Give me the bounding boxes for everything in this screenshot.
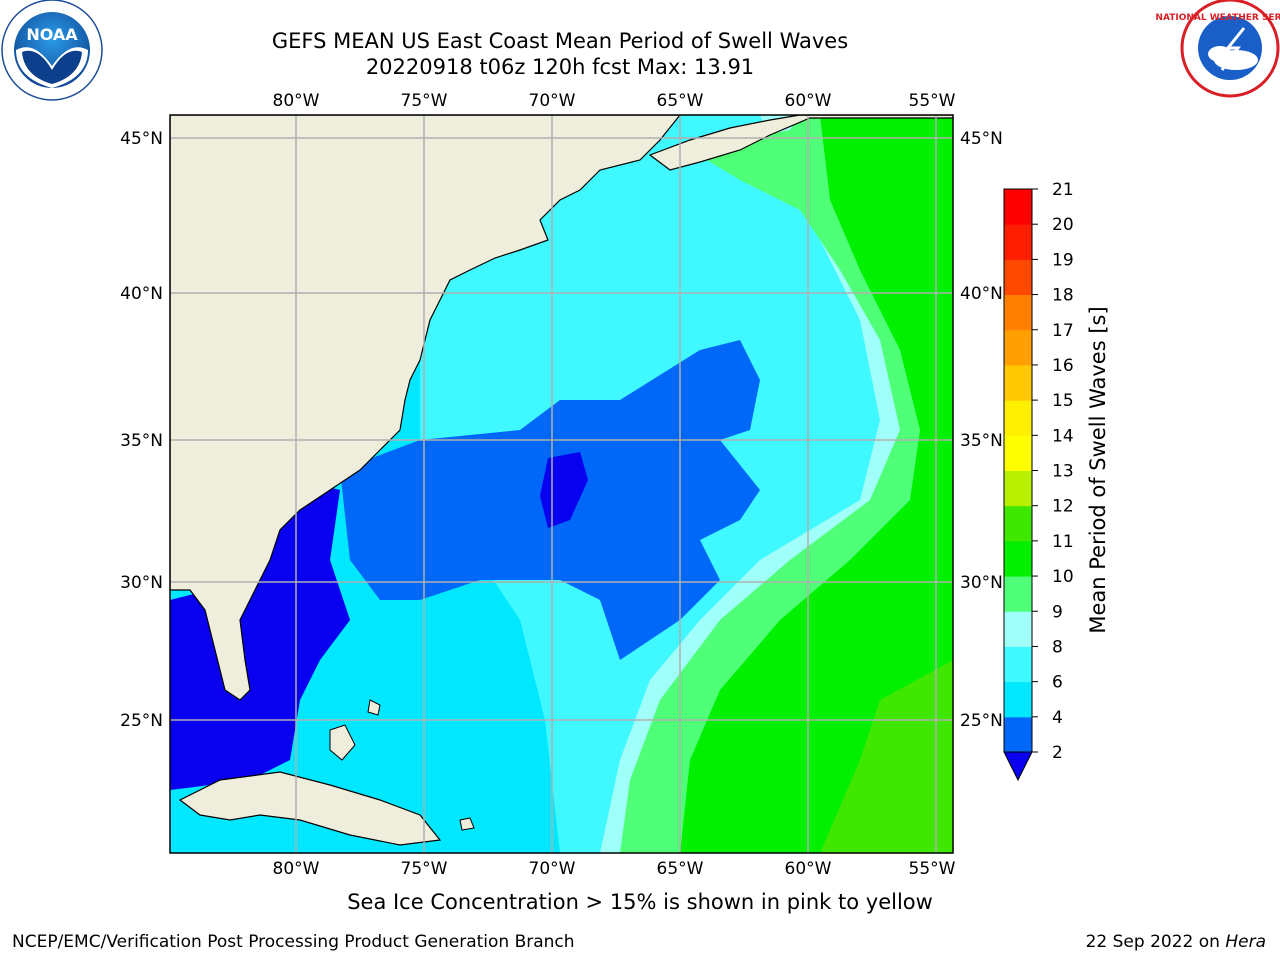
- lon-label-bottom: 60°W: [785, 859, 832, 879]
- footer-date: 22 Sep 2022 on Hera: [1086, 932, 1266, 952]
- colorbar-tick-label: 2: [1052, 743, 1063, 763]
- lat-label-right: 45°N: [960, 129, 1003, 149]
- lon-label-top: 75°W: [401, 91, 448, 111]
- land-north-america: [170, 115, 681, 701]
- colorbar-tick-label: 14: [1052, 426, 1074, 446]
- lon-label-top: 70°W: [529, 91, 576, 111]
- colorbar: 2 4 6 8 9 10 11 12 13 14 15 16 17 18 19 20 21: [1003, 180, 1074, 782]
- colorbar-segment: [1004, 224, 1032, 260]
- colorbar-tick-label: 20: [1052, 215, 1074, 235]
- colorbar-segment: [1004, 505, 1032, 542]
- colorbar-label: Mean Period of Swell Waves [s]: [1086, 306, 1110, 633]
- colorbar-segment: [1004, 435, 1032, 471]
- colorbar-segment: [1004, 189, 1032, 225]
- lat-label-right: 30°N: [960, 573, 1003, 593]
- sea-ice-note: Sea Ice Concentration > 15% is shown in …: [347, 890, 933, 914]
- lon-label-bottom: 70°W: [529, 859, 576, 879]
- colorbar-segment: [1004, 364, 1032, 401]
- swell-band-11-12: [680, 115, 953, 853]
- land-bahamas: [329, 699, 475, 831]
- colorbar-segment: [1004, 259, 1032, 296]
- lon-label-bottom: 80°W: [273, 859, 320, 879]
- swell-band-13: [820, 660, 953, 853]
- colorbar-tick-label: 16: [1052, 356, 1074, 376]
- colorbar-segment: [1004, 576, 1032, 612]
- noaa-logo: NOAA: [1, 0, 103, 101]
- colorbar-segment: [1004, 716, 1032, 753]
- colorbar-tick-label: 18: [1052, 286, 1074, 306]
- lon-label-top: 65°W: [657, 91, 704, 111]
- footer-credit: NCEP/EMC/Verification Post Processing Pr…: [12, 932, 575, 952]
- colorbar-tick-label: 12: [1052, 497, 1074, 517]
- colorbar-tick-label: 9: [1052, 602, 1063, 622]
- lon-label-top: 60°W: [785, 91, 832, 111]
- colorbar-tick-label: 19: [1052, 250, 1074, 270]
- lat-label-right: 35°N: [960, 431, 1003, 451]
- lat-label-left: 40°N: [120, 284, 163, 304]
- colorbar-segment: [1004, 470, 1032, 507]
- nws-logo-text: NATIONAL WEATHER SERVICE: [1155, 13, 1280, 23]
- chart-subtitle: 20220918 t06z 120h fcst Max: 13.91: [365, 55, 755, 79]
- lat-label-right: 40°N: [960, 284, 1003, 304]
- lat-label-left: 25°N: [120, 711, 163, 731]
- map-gridlines: [170, 115, 953, 853]
- land-cuba: [178, 771, 442, 846]
- footer-host: Hera: [1225, 932, 1266, 952]
- map-frame: [169, 114, 954, 854]
- colorbar-tick-label: 13: [1052, 462, 1074, 482]
- colorbar-tick-label: 8: [1052, 637, 1063, 657]
- colorbar-segment: [1004, 646, 1032, 683]
- lat-label-right: 25°N: [960, 711, 1003, 731]
- lon-label-top: 55°W: [909, 91, 956, 111]
- lat-label-left: 35°N: [120, 431, 163, 451]
- chart-title: GEFS MEAN US East Coast Mean Period of S…: [271, 29, 849, 53]
- colorbar-segment: [1004, 611, 1032, 647]
- nws-logo: NATIONAL WEATHER SERVICE: [1155, 0, 1280, 98]
- lat-label-left: 30°N: [120, 573, 163, 593]
- colorbar-segment: [1004, 329, 1032, 366]
- colorbar-segment: [1004, 400, 1032, 436]
- swell-band-2-4: [170, 480, 350, 790]
- colorbar-tick-label: 21: [1052, 180, 1074, 200]
- lon-label-bottom: 65°W: [657, 859, 704, 879]
- colorbar-segment: [1004, 681, 1032, 718]
- map-area: [170, 115, 953, 853]
- colorbar-tick-label: 10: [1052, 567, 1074, 587]
- colorbar-tick-label: 11: [1052, 532, 1074, 552]
- lon-label-bottom: 55°W: [909, 859, 956, 879]
- footer-date-text: 22 Sep 2022 on: [1085, 932, 1220, 952]
- noaa-logo-text: NOAA: [26, 25, 78, 44]
- colorbar-segment: [1004, 294, 1032, 331]
- colorbar-tick-label: 6: [1052, 673, 1063, 693]
- colorbar-tick-label: 4: [1052, 708, 1063, 728]
- lat-label-left: 45°N: [120, 129, 163, 149]
- colorbar-segment: [1004, 540, 1032, 577]
- colorbar-tick-label: 17: [1052, 321, 1074, 341]
- colorbar-tick-label: 15: [1052, 391, 1074, 411]
- lon-label-bottom: 75°W: [401, 859, 448, 879]
- lon-label-top: 80°W: [273, 91, 320, 111]
- colorbar-extend-arrow: [1003, 751, 1033, 782]
